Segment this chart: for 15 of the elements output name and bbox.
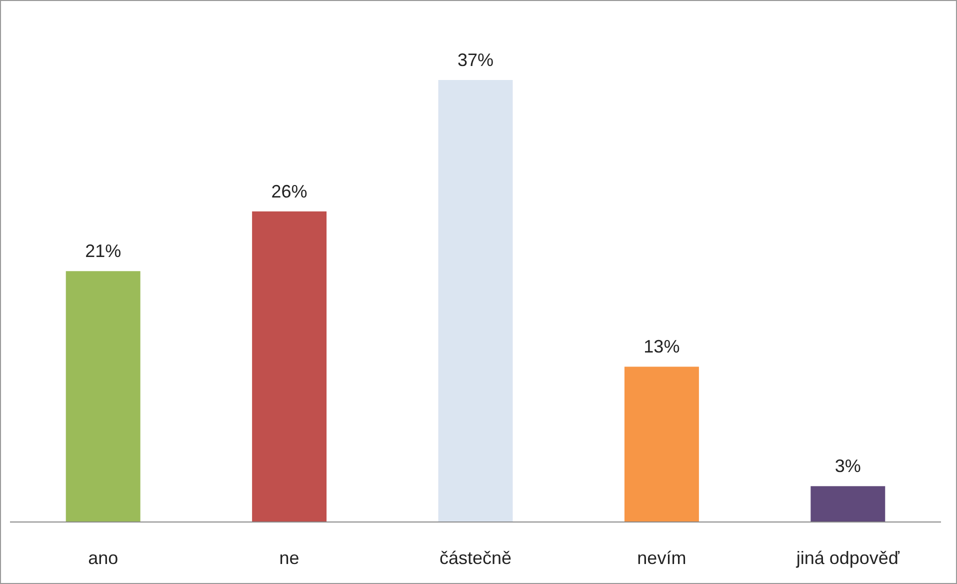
bar [252, 211, 327, 522]
x-tick-label: částečně [439, 548, 512, 568]
data-label: 21% [85, 241, 122, 262]
x-tick-label: jiná odpověď [795, 548, 900, 568]
bar [810, 486, 886, 522]
x-tick-label: ne [279, 548, 300, 568]
bar [624, 366, 699, 522]
bar [438, 80, 513, 522]
data-label: 37% [457, 50, 494, 70]
data-label: 3% [834, 456, 861, 476]
data-label: 13% [644, 336, 680, 357]
x-tick-label: ano [88, 548, 118, 568]
x-tick-label: nevím [637, 548, 686, 568]
bar [66, 271, 140, 522]
data-label: 26% [271, 181, 308, 202]
